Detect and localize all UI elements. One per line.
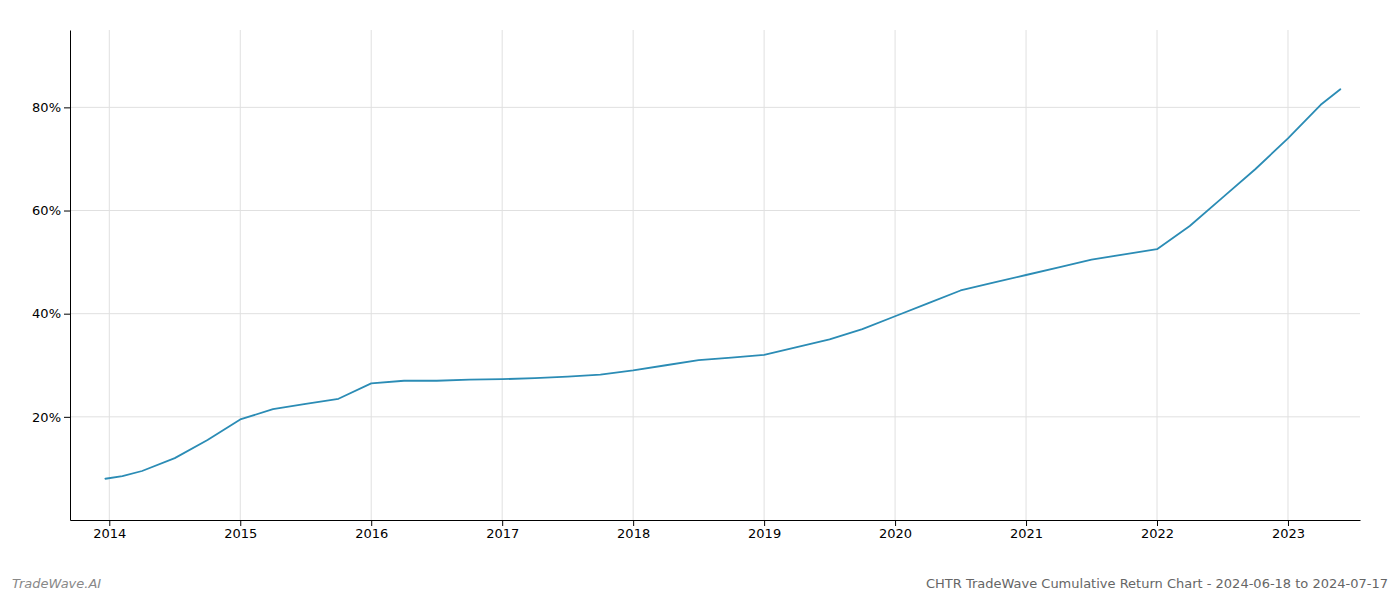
watermark: TradeWave.AI xyxy=(12,576,101,591)
x-tick-mark xyxy=(1288,520,1289,526)
x-tick-mark xyxy=(633,520,634,526)
x-tick-mark xyxy=(1157,520,1158,526)
y-tick-mark xyxy=(64,417,70,418)
y-tick-mark xyxy=(64,107,70,108)
line xyxy=(105,89,1340,478)
x-tick-mark xyxy=(109,520,110,526)
x-tick: 2019 xyxy=(748,520,781,541)
x-tick-mark xyxy=(895,520,896,526)
x-tick: 2015 xyxy=(224,520,257,541)
y-tick-label: 60% xyxy=(32,203,61,218)
grid-line-y xyxy=(70,313,1360,314)
grid-line-y xyxy=(70,416,1360,417)
plot-area: 2014 2015 2016 2017 2018 2019 2020 2021 2022 2023… xyxy=(32,30,1360,541)
y-tick-label: 20% xyxy=(32,410,61,425)
x-tick-label: 2016 xyxy=(355,526,388,541)
grid-line-x xyxy=(1157,30,1158,520)
x-tick-label: 2020 xyxy=(879,526,912,541)
x-tick-label: 2023 xyxy=(1272,526,1305,541)
x-tick: 2014 xyxy=(93,520,126,541)
y-tick: 40% xyxy=(32,306,70,321)
y-tick-mark xyxy=(64,314,70,315)
x-tick-label: 2014 xyxy=(93,526,126,541)
grid-line-x xyxy=(371,30,372,520)
x-axis-line xyxy=(71,520,1361,521)
x-tick-mark xyxy=(764,520,765,526)
x-tick: 2023 xyxy=(1272,520,1305,541)
grid-line-x xyxy=(895,30,896,520)
x-tick: 2021 xyxy=(1010,520,1043,541)
grid-line-y xyxy=(70,210,1360,211)
texts: TradeWave.AI CHTR TradeWave Cumulative Re… xyxy=(12,576,1388,591)
x-tick: 2017 xyxy=(486,520,519,541)
grid-line-x xyxy=(1287,30,1288,520)
grid-line-x xyxy=(633,30,634,520)
y-tick-label: 40% xyxy=(32,306,61,321)
grid-line-x xyxy=(109,30,110,520)
x-tick-mark xyxy=(1026,520,1027,526)
x-tick-mark xyxy=(240,520,241,526)
y-tick-mark xyxy=(64,211,70,212)
x-tick-mark xyxy=(371,520,372,526)
x-tick-label: 2021 xyxy=(1010,526,1043,541)
y-axis-line xyxy=(70,31,71,521)
x-tick: 2020 xyxy=(879,520,912,541)
y-tick: 20% xyxy=(32,410,70,425)
x-tick-label: 2018 xyxy=(617,526,650,541)
grid-line-x xyxy=(502,30,503,520)
y-tick: 80% xyxy=(32,100,70,115)
grid-line-x xyxy=(240,30,241,520)
x-tick-label: 2022 xyxy=(1141,526,1174,541)
x-tick: 2016 xyxy=(355,520,388,541)
x-tick-mark xyxy=(502,520,503,526)
x-tick-label: 2017 xyxy=(486,526,519,541)
x-tick-label: 2019 xyxy=(748,526,781,541)
title: CHTR TradeWave Cumulative Return Chart -… xyxy=(926,576,1388,591)
grid-line-x xyxy=(764,30,765,520)
x-tick-label: 2015 xyxy=(224,526,257,541)
grid xyxy=(70,30,1360,520)
x-tick: 2022 xyxy=(1141,520,1174,541)
x-tick: 2018 xyxy=(617,520,650,541)
y-axis: 20% 40% 60% 80% xyxy=(32,31,70,521)
series xyxy=(105,89,1340,478)
chart: 2014 2015 2016 2017 2018 2019 2020 2021 2022 2023… xyxy=(0,0,1400,600)
y-tick: 60% xyxy=(32,203,70,218)
y-tick-label: 80% xyxy=(32,100,61,115)
grid-line-y xyxy=(70,107,1360,108)
x-axis: 2014 2015 2016 2017 2018 2019 2020 2021 2022 2023 xyxy=(71,520,1361,541)
